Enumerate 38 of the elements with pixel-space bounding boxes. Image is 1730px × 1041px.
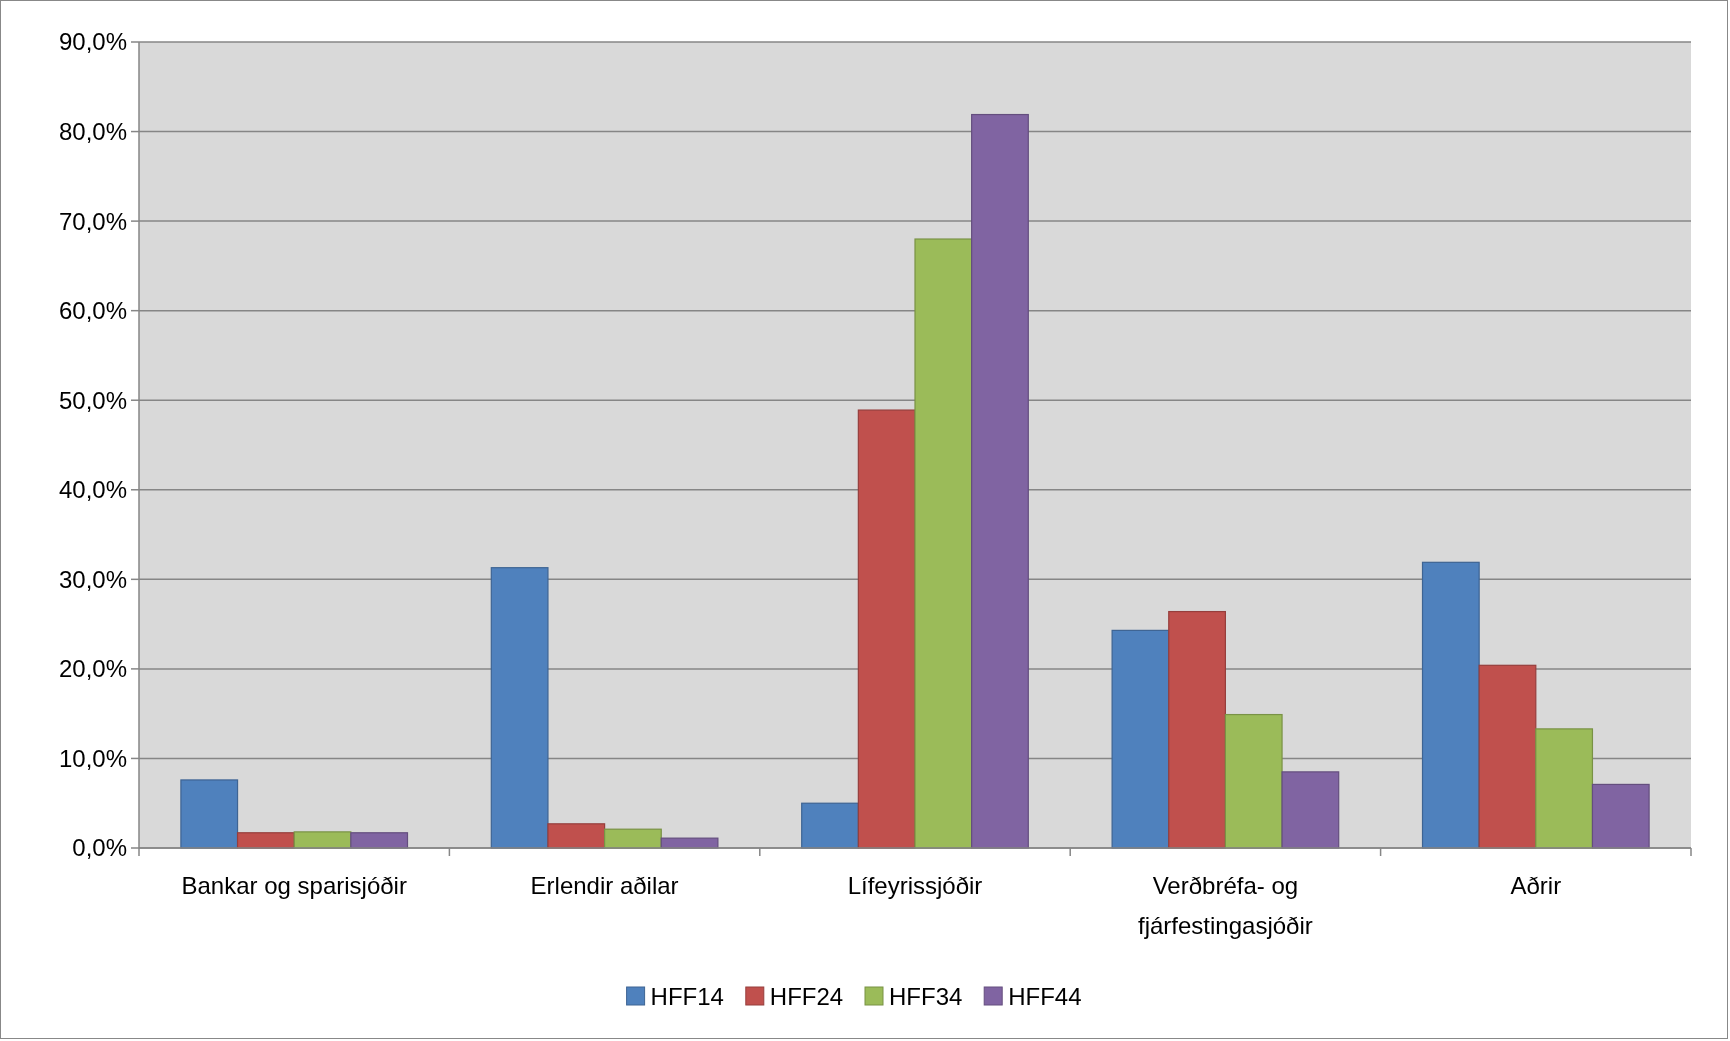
y-tick-label: 0,0% [72, 834, 127, 862]
bar [1168, 610, 1226, 849]
x-tick-label: Lífeyrissjóðir [847, 872, 983, 899]
y-tick-label: 20,0% [58, 655, 127, 683]
x-tick-label: Aðrir [1510, 872, 1562, 899]
bar [1224, 713, 1283, 849]
y-tick-label: 80,0% [58, 117, 127, 145]
legend-label: HFF44 [1008, 983, 1082, 1011]
bar [236, 832, 295, 849]
bar [1111, 629, 1170, 849]
bar [857, 409, 916, 849]
bar [1281, 771, 1340, 849]
x-tick-label: Erlendir aðilar [530, 872, 679, 899]
bar [490, 567, 549, 849]
bar [914, 238, 973, 849]
bar [1421, 561, 1480, 849]
bar [1591, 783, 1650, 849]
bar [1535, 728, 1594, 849]
y-tick-label: 60,0% [58, 297, 127, 325]
y-tick-label: 10,0% [58, 744, 127, 772]
bar [180, 779, 239, 849]
legend-label: HFF34 [889, 983, 963, 1011]
y-tick-label: 90,0% [58, 28, 127, 56]
bar [660, 837, 719, 849]
y-tick-label: 40,0% [58, 476, 127, 504]
legend-label: HFF14 [650, 983, 724, 1011]
bar [293, 831, 352, 849]
x-tick-label: Verðbréfa- og fjárfestingasjóðir [1138, 872, 1313, 939]
x-tick-label: Bankar og sparisjóðir [181, 872, 407, 899]
y-tick-label: 70,0% [58, 207, 127, 235]
bar [1478, 664, 1537, 849]
bar [350, 832, 409, 849]
bar [547, 823, 606, 849]
bar [801, 802, 859, 849]
y-tick-label: 30,0% [58, 565, 127, 593]
y-tick-label: 50,0% [58, 386, 127, 414]
legend-label: HFF24 [769, 983, 844, 1011]
bar [971, 113, 1029, 849]
